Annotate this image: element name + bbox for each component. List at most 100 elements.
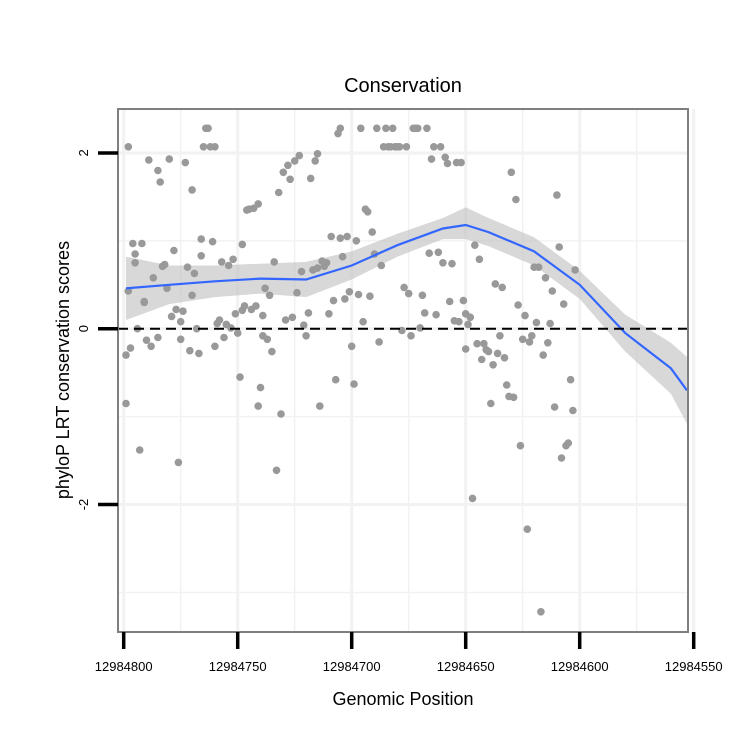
data-point <box>172 305 180 314</box>
data-point <box>313 264 322 272</box>
data-point <box>418 291 427 300</box>
data-point <box>259 311 267 320</box>
data-point <box>286 175 294 184</box>
data-point <box>432 310 440 319</box>
data-point <box>487 399 495 408</box>
data-point <box>512 195 520 204</box>
data-point <box>211 143 219 151</box>
data-point <box>445 297 454 306</box>
data-point <box>461 345 470 353</box>
data-point <box>404 289 413 298</box>
data-point <box>521 311 529 320</box>
data-point <box>359 317 367 326</box>
data-point <box>496 332 504 340</box>
data-point <box>217 258 226 266</box>
data-point <box>197 235 205 243</box>
data-point <box>402 143 411 151</box>
data-point <box>491 280 500 288</box>
data-point <box>464 320 472 329</box>
data-point <box>423 124 431 133</box>
data-point <box>498 283 507 292</box>
data-point <box>350 380 358 388</box>
data-point <box>430 143 438 151</box>
data-point <box>455 317 463 326</box>
data-point <box>122 399 130 408</box>
data-point <box>523 525 532 533</box>
data-point <box>525 338 534 346</box>
data-point <box>368 228 377 236</box>
data-point <box>480 339 488 348</box>
data-point <box>174 458 183 467</box>
data-point <box>277 410 285 418</box>
data-point <box>154 166 162 175</box>
data-point <box>373 124 381 133</box>
data-point <box>357 124 365 133</box>
y-tick-label: 0 <box>76 325 91 332</box>
data-point <box>295 151 304 160</box>
data-point <box>181 158 190 167</box>
data-point <box>493 349 502 358</box>
data-point <box>138 239 146 248</box>
data-point <box>279 168 288 177</box>
data-point <box>331 375 340 384</box>
data-point <box>441 153 450 162</box>
data-point <box>261 284 269 293</box>
data-point <box>167 312 176 321</box>
data-point <box>197 252 205 260</box>
data-point <box>343 232 351 241</box>
data-point <box>129 239 137 248</box>
data-point <box>302 332 310 340</box>
data-point <box>288 313 297 322</box>
data-point <box>190 269 199 278</box>
data-point <box>559 300 568 308</box>
data-point <box>254 200 262 208</box>
data-point <box>509 393 518 402</box>
x-tick-label: 12984550 <box>665 659 723 674</box>
data-point <box>145 156 153 164</box>
data-point <box>188 186 196 194</box>
data-point <box>252 302 260 310</box>
data-point <box>304 309 313 317</box>
data-point <box>507 168 516 177</box>
data-point <box>457 158 465 167</box>
data-point <box>345 288 354 296</box>
data-point <box>473 339 481 348</box>
data-point <box>124 143 133 151</box>
panel-border <box>117 108 689 633</box>
data-point <box>366 292 374 301</box>
data-point <box>395 143 404 151</box>
data-point <box>165 155 174 163</box>
data-point <box>400 283 408 292</box>
data-point <box>550 403 559 411</box>
data-point <box>131 259 139 267</box>
data-point <box>176 335 185 344</box>
data-point <box>192 324 201 333</box>
data-point <box>439 259 447 267</box>
data-point <box>313 150 322 158</box>
data-point <box>281 316 290 324</box>
data-point <box>140 298 148 307</box>
data-point <box>297 267 306 276</box>
data-point <box>224 261 233 270</box>
data-point <box>548 287 557 295</box>
data-point <box>434 248 443 257</box>
chart-title: Conservation <box>344 75 462 97</box>
data-point <box>126 344 135 352</box>
y-tick-label: 2 <box>76 149 91 156</box>
data-point <box>284 161 292 170</box>
data-point <box>215 316 224 324</box>
data-point <box>208 237 217 246</box>
data-point <box>265 291 274 300</box>
data-point <box>336 124 345 133</box>
data-point <box>557 454 566 462</box>
data-point <box>539 351 547 359</box>
data-point <box>518 335 527 344</box>
data-point <box>571 266 579 274</box>
smooth-line-layer <box>125 223 688 391</box>
data-point <box>236 373 244 381</box>
data-point <box>149 274 158 282</box>
data-point <box>154 333 162 342</box>
data-point <box>293 288 301 297</box>
data-point <box>290 157 299 165</box>
smooth-line <box>125 223 688 391</box>
